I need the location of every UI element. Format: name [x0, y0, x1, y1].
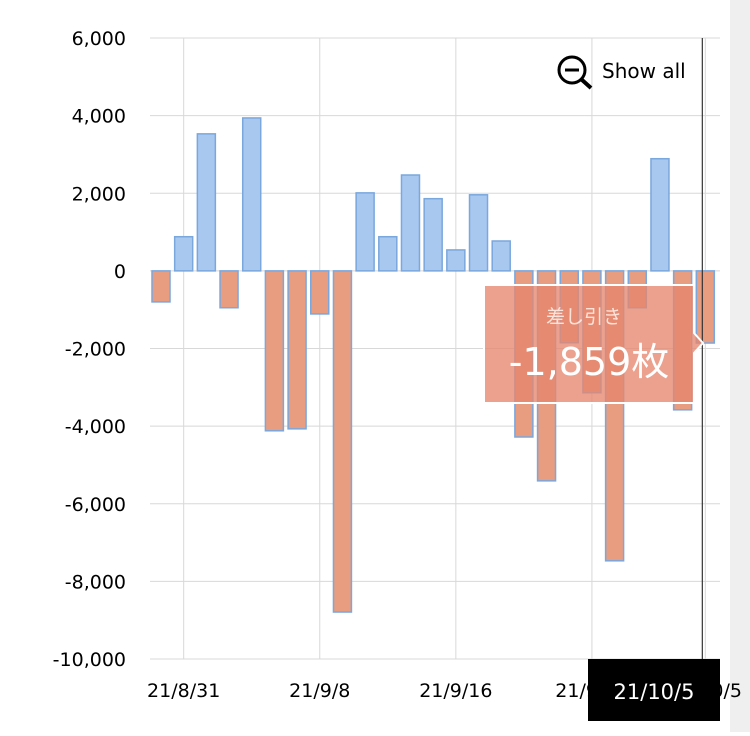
crosshair-label: 21/10/5: [614, 680, 695, 704]
bar: [468, 194, 489, 272]
bar: [400, 174, 421, 272]
y-tick-label: -8,000: [65, 571, 126, 593]
reset-button[interactable]: Show all: [557, 55, 686, 90]
crosshair-label-box: [588, 659, 720, 721]
x-tick-label: 21/9/8: [289, 680, 350, 702]
x-tick-label: 21/8/31: [147, 680, 220, 702]
y-tick-label: -6,000: [65, 494, 126, 516]
tooltip-value: -1,859枚: [509, 340, 670, 384]
bar: [491, 240, 511, 272]
overlay: 差し引き -1,859枚 Show all 21/10/5: [483, 38, 720, 721]
y-tick-label: -10,000: [53, 649, 126, 671]
bar: [196, 133, 217, 272]
y-tick-label: 6,000: [72, 28, 126, 50]
bar: [287, 270, 307, 430]
tooltip-title: 差し引き: [546, 306, 622, 328]
bar: [241, 117, 262, 272]
side-strip: [730, 0, 750, 732]
bar: [695, 270, 716, 344]
bar: [378, 235, 398, 272]
zoom-icon-handle: [579, 77, 593, 90]
y-tick-label: 2,000: [72, 183, 126, 205]
bar: [423, 197, 443, 272]
bar: [264, 270, 285, 432]
y-tick-label: 0: [114, 261, 126, 283]
bar: [650, 157, 670, 272]
bar: [151, 270, 171, 303]
bar: [446, 249, 466, 272]
zoom-icon: [557, 55, 587, 85]
y-tick-label: 4,000: [72, 106, 126, 128]
y-tick-label: -2,000: [65, 339, 126, 361]
x-tick-label: 21/9/16: [419, 680, 492, 702]
bar: [310, 270, 330, 315]
reset-label: Show all: [602, 59, 686, 83]
bar: [355, 192, 375, 272]
y-tick-label: -4,000: [65, 416, 126, 438]
tooltip-box: [483, 284, 705, 404]
bar: [332, 270, 353, 613]
bar: [219, 270, 239, 309]
bar: [173, 235, 194, 272]
